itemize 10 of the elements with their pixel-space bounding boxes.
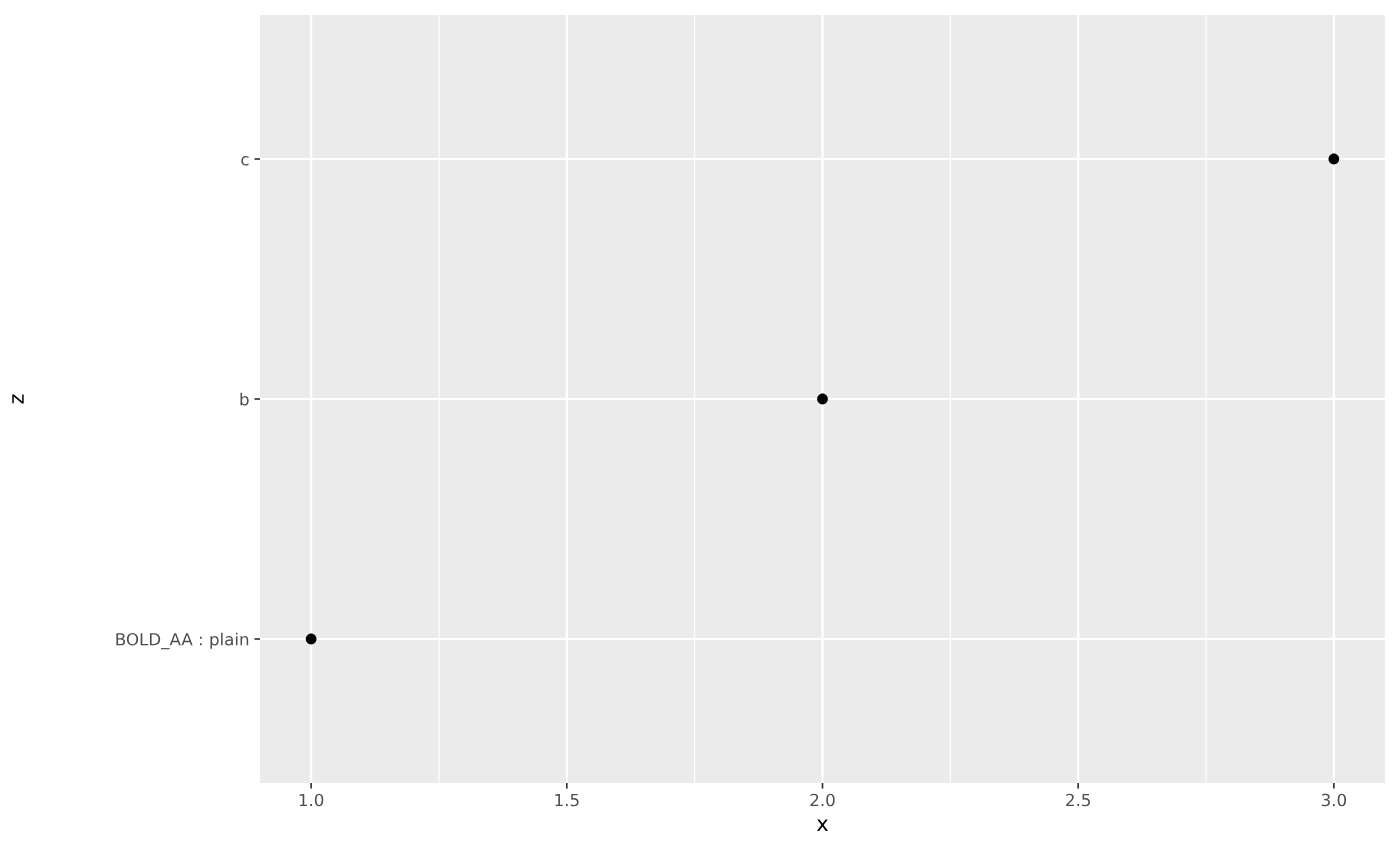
- x-tick-label: 2.5: [1066, 793, 1090, 807]
- y-axis-title: z: [12, 394, 24, 404]
- x-tick-label: 1.5: [555, 793, 579, 807]
- x-tick-label: 2.0: [810, 793, 835, 807]
- y-tick-label: BOLD_AA : plain: [116, 632, 249, 650]
- x-axis-title: x: [816, 819, 828, 831]
- x-tick-label: 1.0: [299, 793, 324, 807]
- x-tick-label: 3.0: [1321, 793, 1347, 807]
- y-tick-label: c: [241, 156, 249, 166]
- y-tick-label: b: [240, 392, 249, 406]
